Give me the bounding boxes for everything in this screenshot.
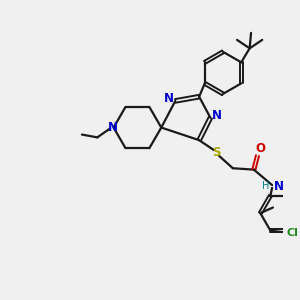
Text: O: O <box>255 142 265 155</box>
Text: N: N <box>212 109 222 122</box>
Text: N: N <box>108 121 118 134</box>
Text: N: N <box>164 92 174 105</box>
Text: S: S <box>212 146 220 159</box>
Text: N: N <box>274 180 284 193</box>
Text: Cl: Cl <box>287 228 298 239</box>
Text: H: H <box>262 182 270 191</box>
